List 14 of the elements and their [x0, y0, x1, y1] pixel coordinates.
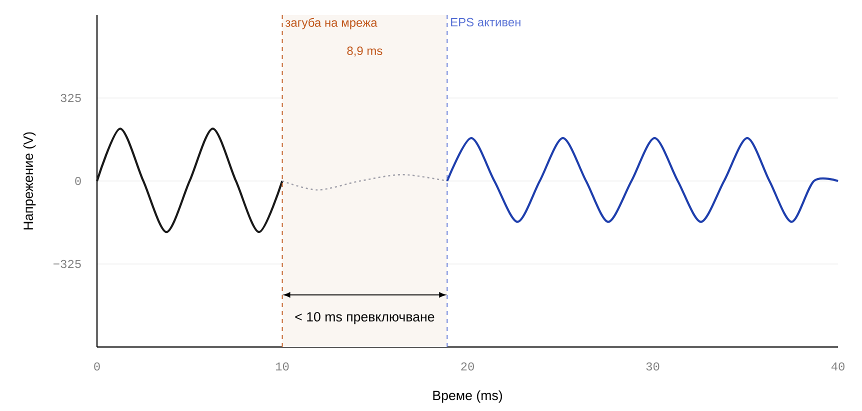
y-tick-label: 0 [75, 176, 81, 186]
x-tick-label: 30 [646, 362, 660, 371]
x-tick-label: 10 [276, 362, 289, 371]
y-tick-label: 325 [60, 94, 81, 102]
x-tick-label: 0 [94, 362, 100, 371]
x-axis-title: Време (ms) [433, 390, 502, 403]
y-tick-label: −325 [54, 260, 81, 268]
ref-line-label: загуба на мрежа [285, 18, 378, 30]
x-tick-label: 40 [831, 362, 844, 371]
ref-line-label: EPS активен [451, 18, 520, 26]
annotation: < 10 ms превключване [295, 312, 434, 324]
band-label: 8,9 ms [347, 46, 382, 56]
x-tick-label: 20 [461, 362, 474, 371]
y-axis-title: Напрежение (V) [23, 132, 36, 230]
